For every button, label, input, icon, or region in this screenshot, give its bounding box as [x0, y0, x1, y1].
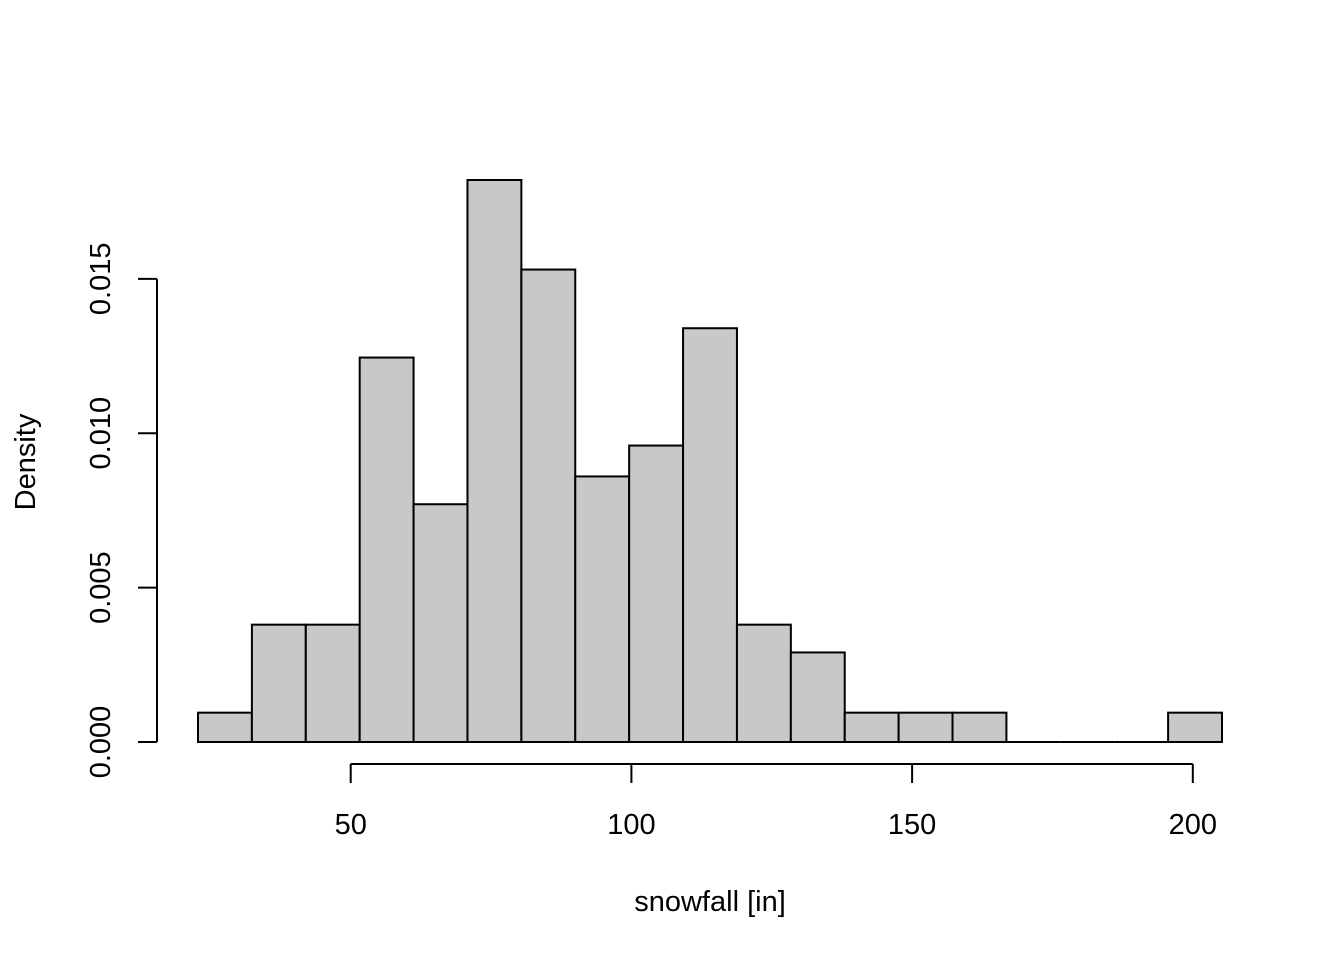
histogram-bar: [789, 651, 846, 744]
histogram-bar: [412, 503, 469, 743]
y-ticks: 0.000 0.005 0.010 0.015: [85, 243, 157, 779]
histogram-bar: [574, 475, 631, 743]
histogram-bar: [250, 623, 307, 744]
histogram-bars: [197, 179, 1223, 744]
histogram-bar: [358, 356, 415, 743]
x-ticks: 50 100 150 200: [335, 764, 1217, 841]
x-tick-label: 200: [1169, 809, 1217, 841]
histogram-bar: [197, 711, 253, 744]
y-tick-label: 0.015: [85, 243, 117, 316]
x-tick-label: 150: [888, 809, 936, 841]
x-tick-label: 100: [607, 809, 655, 841]
y-tick-label: 0.000: [85, 706, 117, 779]
histogram-bar: [735, 623, 792, 744]
histogram-bar: [682, 327, 738, 743]
histogram-bar: [1167, 711, 1223, 744]
x-tick-label: 50: [335, 809, 367, 841]
histogram-bar: [520, 268, 577, 743]
histogram-bar: [304, 623, 361, 744]
histogram-bar: [843, 711, 900, 744]
y-tick-label: 0.010: [85, 397, 117, 470]
y-tick-label: 0.005: [85, 551, 117, 624]
histogram-bar: [466, 179, 523, 743]
y-axis: 0.000 0.005 0.010 0.015: [85, 243, 158, 779]
histogram-bar: [897, 711, 954, 744]
x-axis: 50 100 150 200: [335, 763, 1217, 841]
y-axis-label: Density: [10, 413, 42, 510]
histogram-bar: [951, 711, 1008, 744]
histogram-bar: [628, 444, 685, 743]
x-axis-label: snowfall [in]: [634, 886, 786, 918]
